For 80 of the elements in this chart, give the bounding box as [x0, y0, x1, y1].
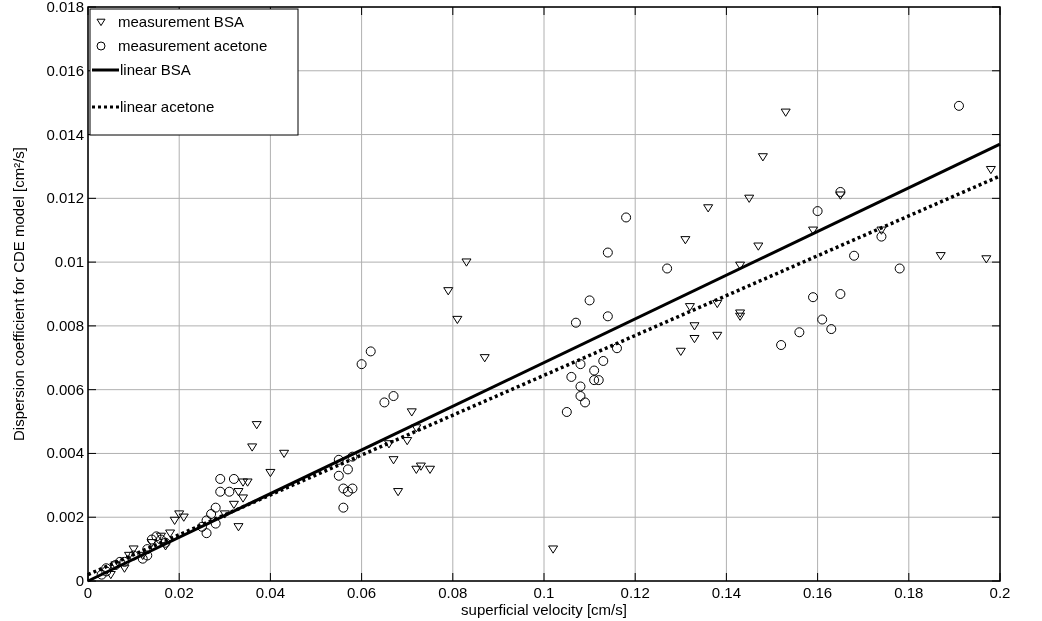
point	[411, 465, 422, 474]
point	[452, 315, 463, 325]
point	[461, 258, 472, 267]
point	[228, 500, 239, 510]
x-tick-label: 0.02	[164, 584, 194, 601]
point	[219, 510, 230, 519]
x-tick-label: 0.06	[347, 584, 377, 601]
point	[425, 465, 435, 474]
point	[265, 468, 276, 478]
point	[744, 194, 755, 203]
point	[383, 440, 394, 449]
x-tick-label: 0.08	[438, 584, 468, 601]
point	[279, 449, 290, 458]
x-tick-label: 0.1	[533, 584, 555, 601]
point	[146, 539, 157, 548]
point	[119, 564, 130, 573]
y-tick-label: 0.006	[46, 380, 84, 398]
legend-label: linear BSA	[120, 61, 191, 78]
point	[684, 303, 695, 312]
point	[780, 108, 791, 117]
point	[155, 532, 166, 541]
point	[174, 510, 185, 519]
x-tick-label: 0.2	[989, 584, 1011, 601]
legend-label: measurement BSA	[118, 13, 244, 30]
point	[388, 456, 399, 465]
point	[712, 299, 723, 309]
x-tick-label: 0.12	[620, 584, 650, 601]
point	[689, 322, 700, 331]
y-tick-label: 0.008	[46, 316, 84, 334]
point	[238, 494, 249, 503]
point	[242, 478, 253, 487]
point	[876, 226, 887, 235]
x-axis-title: superficial velocity [cm/s]	[461, 601, 627, 618]
y-tick-label: 0.018	[46, 0, 84, 15]
x-tick-label: 0.04	[255, 584, 285, 601]
point	[675, 347, 686, 356]
y-tick-label: 0.004	[46, 444, 84, 462]
point	[479, 354, 490, 363]
point	[757, 153, 768, 162]
point	[703, 204, 714, 213]
point	[411, 424, 422, 433]
legend-label: measurement acetone	[118, 37, 268, 54]
point	[169, 516, 180, 525]
point	[548, 545, 559, 554]
legend-label: linear acetone	[120, 98, 215, 115]
x-tick-label: 0.16	[803, 584, 833, 601]
point	[415, 462, 426, 471]
point	[233, 523, 244, 532]
point	[124, 551, 135, 561]
point	[251, 421, 262, 430]
point	[247, 443, 258, 452]
point	[753, 242, 764, 251]
x-tick-label: 0.18	[894, 584, 924, 601]
point	[178, 513, 189, 522]
point	[443, 287, 454, 296]
point	[835, 191, 846, 200]
y-tick-label: 0.01	[54, 253, 84, 271]
x-tick-label: 0.14	[711, 584, 741, 601]
point	[402, 437, 413, 446]
y-tick-label: 0.016	[46, 61, 84, 79]
point	[406, 408, 417, 417]
point	[935, 252, 946, 261]
point	[128, 545, 139, 554]
point	[735, 309, 746, 318]
y-tick-label: 0.012	[46, 189, 84, 207]
point	[712, 331, 723, 341]
point	[735, 312, 746, 321]
point	[981, 255, 992, 264]
y-tick-label: 0.014	[46, 125, 84, 143]
point	[985, 165, 996, 175]
point	[165, 529, 176, 538]
y-tick-label: 0.002	[46, 508, 84, 526]
y-tick-label: 0	[75, 572, 84, 589]
point	[110, 560, 121, 571]
point	[680, 236, 691, 245]
point	[238, 478, 249, 487]
point	[233, 488, 244, 497]
point	[393, 488, 404, 497]
point	[689, 334, 700, 344]
y-axis-title: Dispersion coefficient for CDE model [cm²/s]	[10, 147, 27, 441]
